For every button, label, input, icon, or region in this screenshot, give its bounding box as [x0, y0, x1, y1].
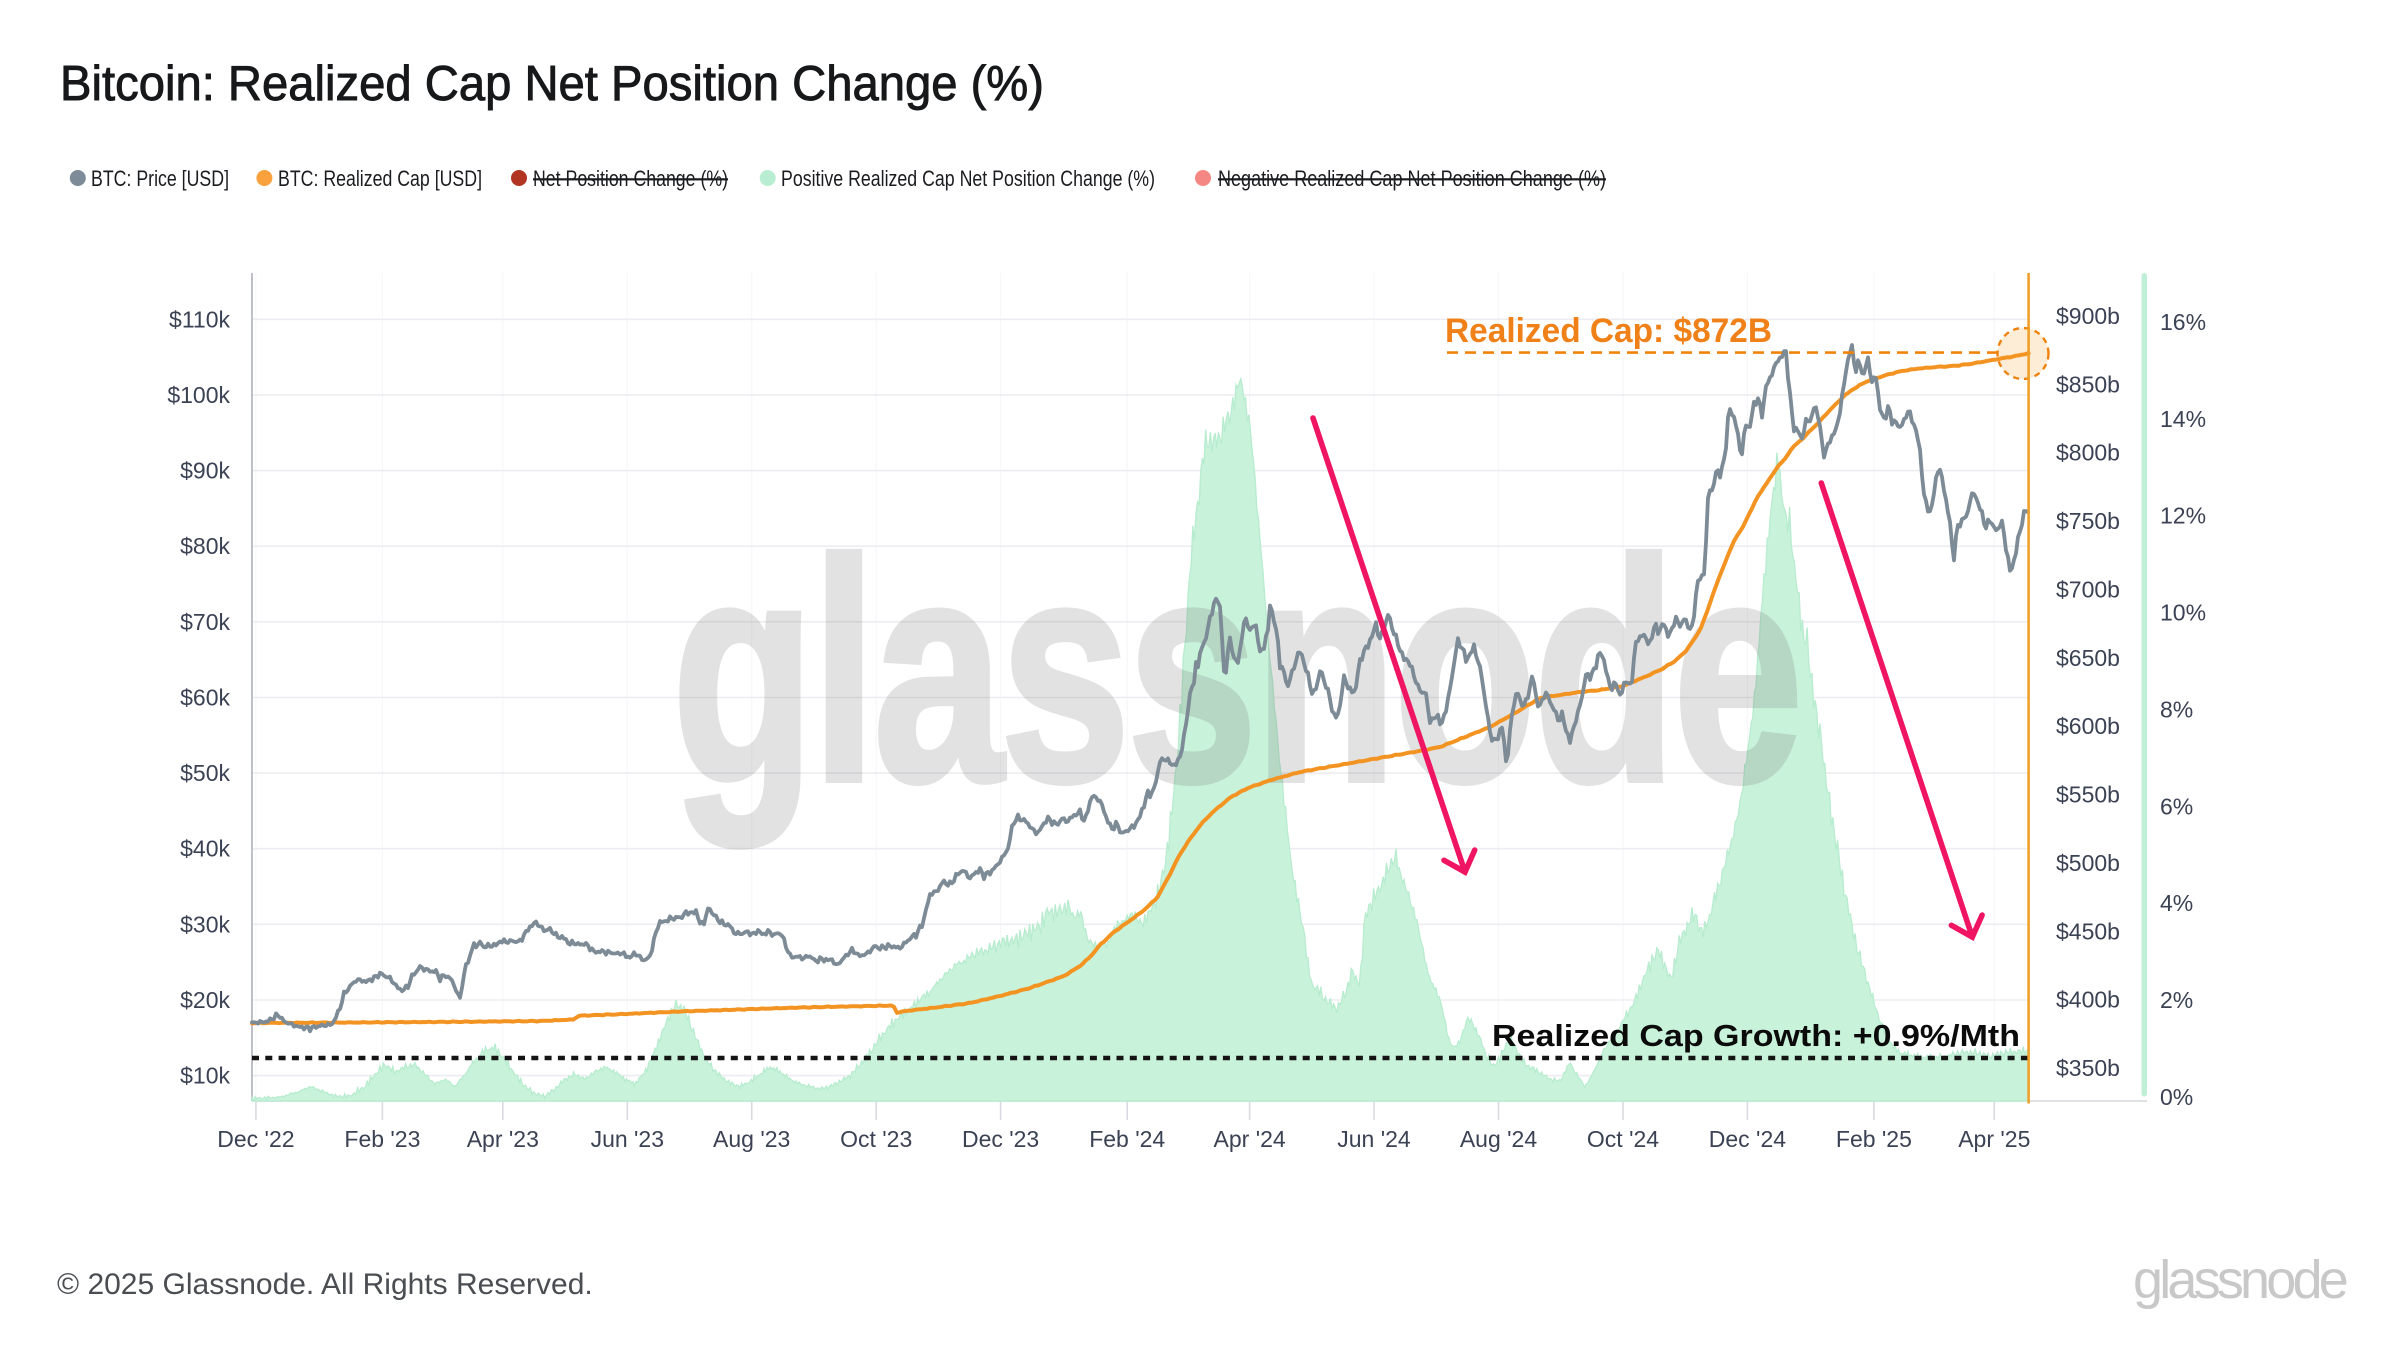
svg-text:$110k: $110k: [169, 306, 230, 332]
svg-text:$50k: $50k: [180, 760, 230, 786]
svg-text:Aug '23: Aug '23: [713, 1126, 790, 1152]
svg-text:$100k: $100k: [167, 382, 230, 408]
svg-text:$40k: $40k: [180, 836, 230, 862]
svg-text:12%: 12%: [2160, 503, 2206, 529]
svg-text:Feb '23: Feb '23: [344, 1126, 420, 1152]
svg-text:Jun '24: Jun '24: [1337, 1126, 1411, 1152]
svg-text:Dec '22: Dec '22: [217, 1126, 294, 1152]
svg-text:$70k: $70k: [180, 609, 230, 635]
svg-text:0%: 0%: [2160, 1084, 2193, 1110]
svg-text:2%: 2%: [2160, 987, 2193, 1013]
svg-text:$900b: $900b: [2056, 303, 2120, 329]
svg-text:Apr '24: Apr '24: [1214, 1126, 1286, 1152]
svg-text:$350b: $350b: [2056, 1055, 2120, 1081]
svg-text:Apr '23: Apr '23: [467, 1126, 539, 1152]
svg-text:Feb '24: Feb '24: [1089, 1126, 1165, 1152]
svg-text:Oct '24: Oct '24: [1587, 1126, 1659, 1152]
svg-text:$700b: $700b: [2056, 577, 2120, 603]
svg-text:Jun '23: Jun '23: [591, 1126, 664, 1152]
svg-text:10%: 10%: [2160, 600, 2206, 626]
svg-text:6%: 6%: [2160, 793, 2193, 819]
svg-text:$90k: $90k: [180, 458, 230, 484]
svg-text:$20k: $20k: [180, 987, 230, 1013]
svg-text:Realized Cap Growth: +0.9%/Mth: Realized Cap Growth: +0.9%/Mth: [1492, 1018, 2020, 1053]
svg-text:Net Position Change (%): Net Position Change (%): [533, 166, 728, 191]
svg-text:BTC: Realized Cap [USD]: BTC: Realized Cap [USD]: [278, 166, 482, 191]
svg-text:$600b: $600b: [2056, 713, 2120, 739]
svg-text:$30k: $30k: [180, 911, 230, 937]
svg-text:$800b: $800b: [2056, 440, 2120, 466]
svg-text:Feb '25: Feb '25: [1836, 1126, 1912, 1152]
svg-text:$450b: $450b: [2056, 918, 2120, 944]
svg-text:© 2025 Glassnode. All Rights R: © 2025 Glassnode. All Rights Reserved.: [57, 1268, 593, 1301]
svg-text:$850b: $850b: [2056, 371, 2120, 397]
svg-text:16%: 16%: [2160, 309, 2206, 335]
svg-text:Oct '23: Oct '23: [840, 1126, 912, 1152]
svg-text:glassnode: glassnode: [672, 495, 1800, 849]
svg-text:$500b: $500b: [2056, 850, 2120, 876]
svg-text:14%: 14%: [2160, 406, 2206, 432]
svg-text:4%: 4%: [2160, 890, 2193, 916]
svg-text:Realized Cap: $872B: Realized Cap: $872B: [1445, 312, 1772, 350]
svg-text:Aug '24: Aug '24: [1460, 1126, 1537, 1152]
svg-text:glassnode: glassnode: [2133, 1250, 2347, 1310]
svg-text:$80k: $80k: [180, 533, 230, 559]
svg-text:Apr '25: Apr '25: [1958, 1126, 2030, 1152]
svg-text:Dec '23: Dec '23: [962, 1126, 1039, 1152]
svg-text:$10k: $10k: [180, 1063, 230, 1089]
svg-text:Positive Realized Cap Net Posi: Positive Realized Cap Net Position Chang…: [781, 166, 1155, 191]
svg-text:Negative Realized Cap Net Posi: Negative Realized Cap Net Position Chang…: [1218, 166, 1606, 191]
svg-text:8%: 8%: [2160, 697, 2193, 723]
svg-text:$750b: $750b: [2056, 508, 2120, 534]
svg-text:$60k: $60k: [180, 685, 230, 711]
svg-text:BTC: Price [USD]: BTC: Price [USD]: [91, 166, 229, 191]
svg-text:$550b: $550b: [2056, 782, 2120, 808]
svg-text:$400b: $400b: [2056, 987, 2120, 1013]
svg-text:Dec '24: Dec '24: [1709, 1126, 1786, 1152]
svg-text:$650b: $650b: [2056, 645, 2120, 671]
svg-text:Bitcoin: Realized Cap Net Posi: Bitcoin: Realized Cap Net Position Chang…: [60, 57, 1044, 111]
